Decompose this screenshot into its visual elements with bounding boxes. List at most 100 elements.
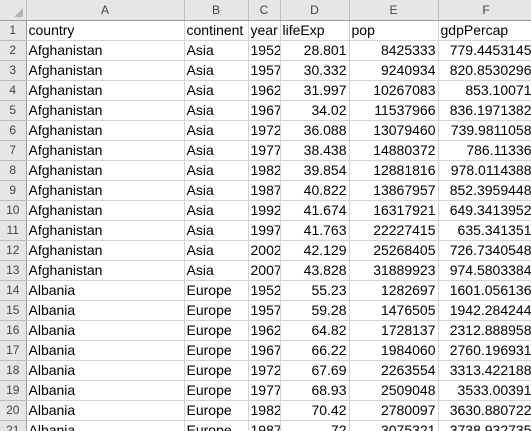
cell-continent[interactable]: Asia [184,160,248,180]
cell-country[interactable]: Afghanistan [26,80,184,100]
cell-country[interactable]: Albania [26,280,184,300]
cell-continent[interactable]: Asia [184,80,248,100]
cell-continent[interactable]: Europe [184,400,248,420]
cell-gdppercap[interactable]: 853.10071 [438,80,531,100]
cell-lifeexp[interactable]: 31.997 [280,80,349,100]
cell-country[interactable]: Afghanistan [26,180,184,200]
cell-lifeexp[interactable]: 72 [280,420,349,431]
cell-country[interactable]: Afghanistan [26,140,184,160]
row-header[interactable]: 15 [0,300,26,320]
row-header[interactable]: 20 [0,400,26,420]
cell-year[interactable]: 1957 [248,60,280,80]
cell-country[interactable]: Afghanistan [26,220,184,240]
cell-pop[interactable]: 9240934 [349,60,438,80]
cell-pop[interactable]: 3075321 [349,420,438,431]
cell-pop[interactable]: 2780097 [349,400,438,420]
cell-lifeexp[interactable]: 34.02 [280,100,349,120]
cell-gdppercap[interactable]: 1601.056136 [438,280,531,300]
cell-continent[interactable]: Europe [184,340,248,360]
cell-pop[interactable]: 8425333 [349,40,438,60]
header-cell-pop[interactable]: pop [349,20,438,40]
cell-continent[interactable]: Asia [184,180,248,200]
cell-gdppercap[interactable]: 3313.422188 [438,360,531,380]
header-cell-lifeexp[interactable]: lifeExp [280,20,349,40]
cell-gdppercap[interactable]: 726.7340548 [438,240,531,260]
cell-lifeexp[interactable]: 42.129 [280,240,349,260]
cell-year[interactable]: 1977 [248,140,280,160]
header-cell-gdppercap[interactable]: gdpPercap [438,20,531,40]
row-header[interactable]: 8 [0,160,26,180]
cell-pop[interactable]: 25268405 [349,240,438,260]
cell-continent[interactable]: Asia [184,260,248,280]
cell-year[interactable]: 1977 [248,380,280,400]
cell-year[interactable]: 1962 [248,320,280,340]
cell-country[interactable]: Afghanistan [26,40,184,60]
cell-continent[interactable]: Asia [184,60,248,80]
cell-year[interactable]: 1952 [248,40,280,60]
cell-year[interactable]: 1972 [248,360,280,380]
cell-country[interactable]: Afghanistan [26,160,184,180]
cell-lifeexp[interactable]: 30.332 [280,60,349,80]
cell-pop[interactable]: 14880372 [349,140,438,160]
cell-year[interactable]: 1992 [248,200,280,220]
cell-gdppercap[interactable]: 2312.888958 [438,320,531,340]
cell-lifeexp[interactable]: 68.93 [280,380,349,400]
cell-pop[interactable]: 12881816 [349,160,438,180]
column-header-e[interactable]: E [349,0,438,20]
cell-gdppercap[interactable]: 978.0114388 [438,160,531,180]
select-all-button[interactable] [0,0,26,20]
cell-gdppercap[interactable]: 779.4453145 [438,40,531,60]
cell-gdppercap[interactable]: 852.3959448 [438,180,531,200]
cell-country[interactable]: Albania [26,380,184,400]
cell-year[interactable]: 1982 [248,400,280,420]
cell-pop[interactable]: 2509048 [349,380,438,400]
cell-lifeexp[interactable]: 43.828 [280,260,349,280]
cell-lifeexp[interactable]: 40.822 [280,180,349,200]
row-header[interactable]: 18 [0,360,26,380]
cell-gdppercap[interactable]: 3738.932735 [438,420,531,431]
cell-year[interactable]: 1972 [248,120,280,140]
cell-lifeexp[interactable]: 55.23 [280,280,349,300]
cell-country[interactable]: Albania [26,320,184,340]
cell-pop[interactable]: 31889923 [349,260,438,280]
cell-lifeexp[interactable]: 39.854 [280,160,349,180]
cell-lifeexp[interactable]: 66.22 [280,340,349,360]
cell-year[interactable]: 1967 [248,340,280,360]
cell-year[interactable]: 1962 [248,80,280,100]
cell-year[interactable]: 1982 [248,160,280,180]
cell-continent[interactable]: Asia [184,240,248,260]
cell-lifeexp[interactable]: 67.69 [280,360,349,380]
row-header[interactable]: 1 [0,20,26,40]
column-header-d[interactable]: D [280,0,349,20]
cell-year[interactable]: 2007 [248,260,280,280]
cell-pop[interactable]: 13867957 [349,180,438,200]
header-cell-year[interactable]: year [248,20,280,40]
cell-continent[interactable]: Asia [184,200,248,220]
row-header[interactable]: 17 [0,340,26,360]
row-header[interactable]: 13 [0,260,26,280]
row-header[interactable]: 14 [0,280,26,300]
header-cell-continent[interactable]: continent [184,20,248,40]
cell-continent[interactable]: Asia [184,100,248,120]
cell-pop[interactable]: 22227415 [349,220,438,240]
row-header[interactable]: 4 [0,80,26,100]
row-header[interactable]: 3 [0,60,26,80]
cell-gdppercap[interactable]: 649.3413952 [438,200,531,220]
cell-lifeexp[interactable]: 41.674 [280,200,349,220]
cell-pop[interactable]: 11537966 [349,100,438,120]
cell-pop[interactable]: 13079460 [349,120,438,140]
cell-gdppercap[interactable]: 2760.196931 [438,340,531,360]
row-header[interactable]: 7 [0,140,26,160]
cell-gdppercap[interactable]: 3630.880722 [438,400,531,420]
cell-continent[interactable]: Asia [184,120,248,140]
cell-country[interactable]: Albania [26,300,184,320]
row-header[interactable]: 6 [0,120,26,140]
row-header[interactable]: 19 [0,380,26,400]
cell-continent[interactable]: Europe [184,320,248,340]
cell-gdppercap[interactable]: 836.1971382 [438,100,531,120]
cell-gdppercap[interactable]: 1942.284244 [438,300,531,320]
cell-pop[interactable]: 10267083 [349,80,438,100]
cell-gdppercap[interactable]: 820.8530296 [438,60,531,80]
cell-continent[interactable]: Asia [184,40,248,60]
cell-gdppercap[interactable]: 786.11336 [438,140,531,160]
